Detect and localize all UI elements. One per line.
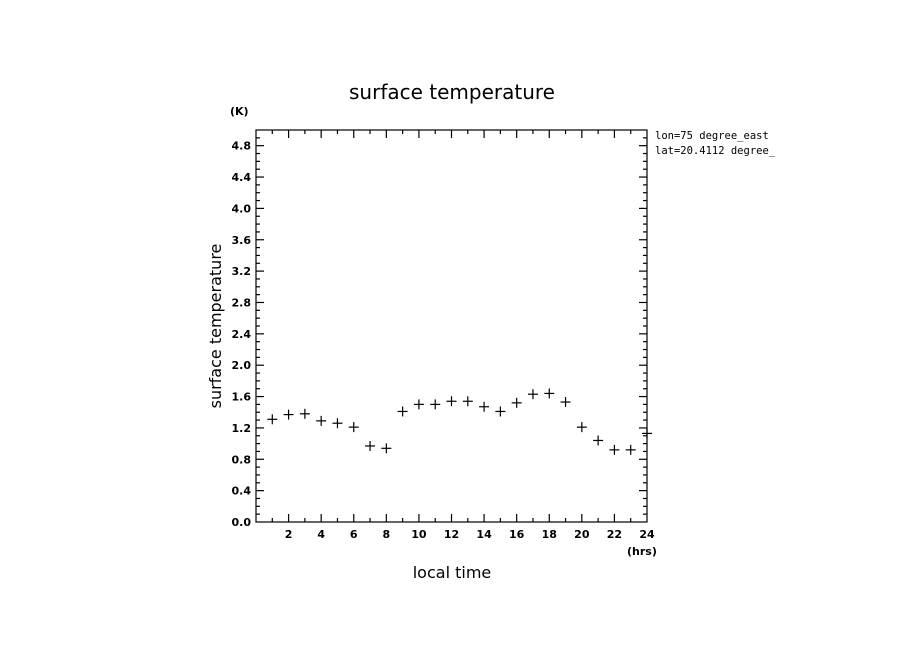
x-tick-label: 4 [317,528,325,541]
x-tick-label: 14 [476,528,492,541]
x-tick-label: 8 [383,528,391,541]
data-point [413,399,424,410]
x-unit-label: (hrs) [627,545,657,558]
data-point [462,396,473,407]
annotation-lat: lat=20.4112 degree_ [655,145,776,157]
data-point [544,388,555,399]
x-tick-label: 18 [542,528,557,541]
data-point [365,440,376,451]
y-unit-label: (K) [230,105,249,118]
data-point [479,401,490,412]
y-tick-label: 3.2 [232,265,252,278]
x-axis-title: local time [413,563,492,582]
data-point [267,414,278,425]
tick-labels: 2 4 6 8 10 12 14 16 18 20 22 240.00.40.81.21.62.02.… [232,140,655,541]
x-tick-label: 6 [350,528,358,541]
data-point [332,418,343,429]
chart-title: surface temperature [349,80,555,104]
x-tick-label: 24 [639,528,655,541]
y-tick-label: 1.6 [232,391,252,404]
x-tick-label: 12 [444,528,459,541]
data-point [348,422,359,433]
data-point [593,435,604,446]
x-tick-label: 22 [607,528,622,541]
data-point [511,397,522,408]
data-point [397,406,408,417]
plot-frame [255,129,648,523]
data-point [527,389,538,400]
axis-ticks [256,130,647,522]
y-tick-label: 4.8 [232,140,252,153]
data-point [316,415,327,426]
data-point [609,444,620,455]
data-point [576,422,587,433]
data-point [283,409,294,420]
y-tick-label: 0.8 [232,453,252,466]
y-tick-label: 3.6 [232,234,252,247]
x-tick-label: 16 [509,528,525,541]
data-point [430,399,441,410]
data-point [446,396,457,407]
y-tick-label: 4.0 [232,202,252,215]
y-tick-label: 2.8 [232,296,252,309]
data-points [267,388,652,455]
data-point [625,444,636,455]
data-point [495,406,506,417]
data-point [642,428,652,439]
y-tick-label: 0.4 [232,485,252,498]
annotation-lon: lon=75 degree_east [655,130,769,142]
data-point [299,408,310,419]
y-axis-title: surface temperature [206,244,225,409]
data-point [560,397,571,408]
y-tick-label: 0.0 [232,516,252,529]
y-tick-label: 1.2 [232,422,252,435]
data-point [381,443,392,454]
x-tick-label: 2 [285,528,293,541]
y-tick-label: 4.4 [232,171,252,184]
x-tick-label: 10 [411,528,427,541]
y-tick-label: 2.0 [232,359,252,372]
x-tick-label: 20 [574,528,590,541]
y-tick-label: 2.4 [232,328,252,341]
